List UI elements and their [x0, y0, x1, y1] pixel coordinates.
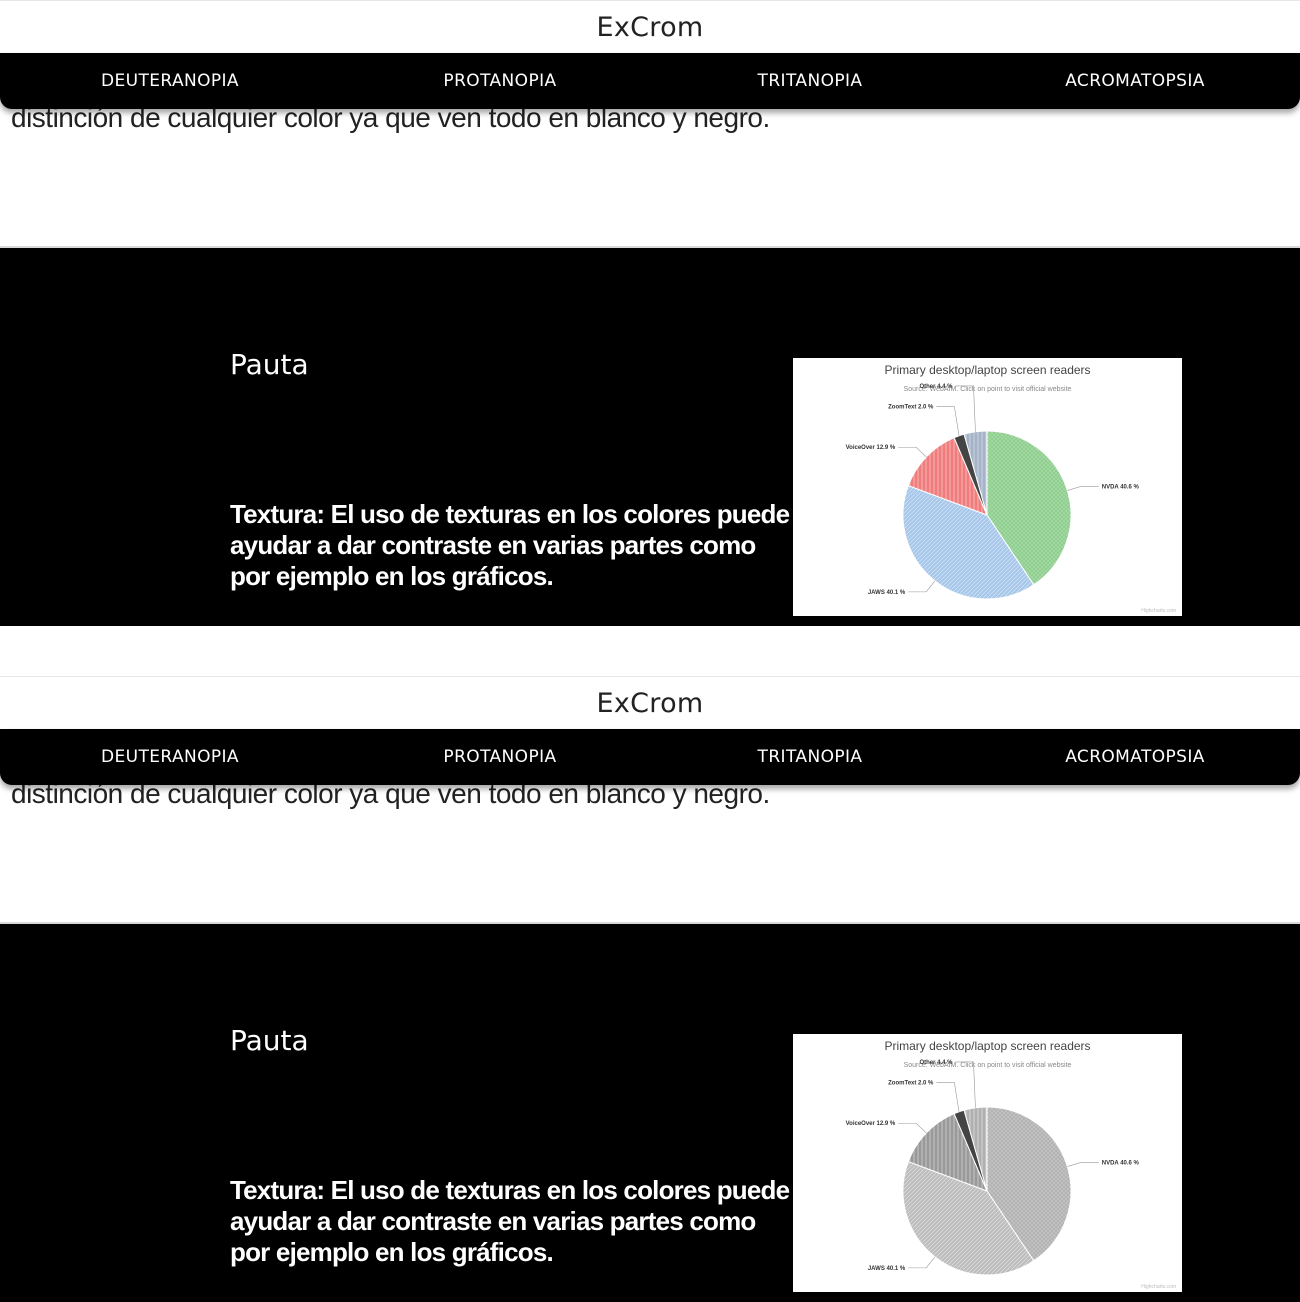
- pie-data-label: NVDA 40.6 %: [1102, 1160, 1140, 1166]
- pie-connector: [1067, 1162, 1099, 1167]
- pie-connector: [898, 446, 927, 458]
- guideline-section: Pauta Textura: El uso de texturas en los…: [0, 246, 1300, 626]
- nav-item-deuteranopia[interactable]: DEUTERANOPIA: [101, 71, 239, 91]
- screenshot-gap: [0, 626, 1300, 676]
- site-header: ExCrom: [0, 676, 1300, 729]
- pie-connector: [1067, 486, 1099, 491]
- main-nav: DEUTERANOPIA PROTANOPIA TRITANOPIA ACROM…: [0, 729, 1300, 785]
- chart-credit[interactable]: Highcharts.com: [1141, 608, 1176, 614]
- pie-slice-other[interactable]: [963, 1106, 988, 1192]
- chart-credit[interactable]: Highcharts.com: [1141, 1284, 1176, 1290]
- pie-connector: [955, 1061, 976, 1108]
- pie-connector: [936, 1082, 960, 1112]
- nav-item-tritanopia[interactable]: TRITANOPIA: [757, 747, 863, 767]
- screenshot-color: ExCrom DEUTERANOPIA PROTANOPIA TRITANOPI…: [0, 0, 1300, 626]
- pie-connector: [955, 385, 976, 432]
- nav-item-protanopia[interactable]: PROTANOPIA: [443, 747, 557, 767]
- pie-data-label: JAWS 40.1 %: [868, 1266, 906, 1272]
- brand-logo[interactable]: ExCrom: [596, 11, 704, 43]
- chart-subtitle: Source: WebAIM. Click on point to visit …: [904, 1062, 1072, 1069]
- nav-item-tritanopia[interactable]: TRITANOPIA: [757, 71, 863, 91]
- pie-data-label: ZoomText 2.0 %: [888, 405, 934, 411]
- pie-connector: [898, 1122, 927, 1134]
- nav-item-acromatopsia[interactable]: ACROMATOPSIA: [1065, 71, 1205, 91]
- pie-slice-nvda[interactable]: [986, 1106, 1072, 1262]
- screenshot-grayscale: ExCrom DEUTERANOPIA PROTANOPIA TRITANOPI…: [0, 676, 1300, 1302]
- pie-data-label: NVDA 40.6 %: [1102, 484, 1140, 490]
- nav-item-deuteranopia[interactable]: DEUTERANOPIA: [101, 747, 239, 767]
- section-title: Pauta: [230, 348, 309, 381]
- pie-slice-other[interactable]: [963, 430, 988, 516]
- chart-title: Primary desktop/laptop screen readers: [884, 363, 1090, 377]
- pie-chart-card[interactable]: Primary desktop/laptop screen readers Sou…: [793, 1034, 1182, 1292]
- section-text: Textura: El uso de texturas en los color…: [230, 1175, 790, 1267]
- pie-chart: Primary desktop/laptop screen readers Sou…: [846, 363, 1176, 614]
- pie-data-label: VoiceOver 12.9 %: [846, 1121, 896, 1127]
- nav-item-acromatopsia[interactable]: ACROMATOPSIA: [1065, 747, 1205, 767]
- pie-slice-nvda[interactable]: [986, 430, 1072, 586]
- section-text: Textura: El uso de texturas en los color…: [230, 499, 790, 591]
- guideline-section: Pauta Textura: El uso de texturas en los…: [0, 922, 1300, 1302]
- main-nav: DEUTERANOPIA PROTANOPIA TRITANOPIA ACROM…: [0, 53, 1300, 109]
- pie-chart: Primary desktop/laptop screen readers Sou…: [846, 1039, 1176, 1290]
- pie-slice-voiceover[interactable]: [907, 1113, 988, 1192]
- nav-item-protanopia[interactable]: PROTANOPIA: [443, 71, 557, 91]
- pie-data-label: JAWS 40.1 %: [868, 590, 906, 596]
- pie-data-label: Other 4.4 %: [919, 384, 953, 390]
- pie-data-label: Other 4.4 %: [919, 1060, 953, 1066]
- brand-logo[interactable]: ExCrom: [596, 687, 704, 719]
- pie-slice-voiceover[interactable]: [907, 437, 988, 516]
- pie-connector: [908, 1256, 936, 1269]
- section-title: Pauta: [230, 1024, 309, 1057]
- pie-connector: [908, 580, 936, 593]
- pie-connector: [936, 406, 960, 436]
- pie-data-label: ZoomText 2.0 %: [888, 1081, 934, 1087]
- chart-title: Primary desktop/laptop screen readers: [884, 1039, 1090, 1053]
- pie-data-label: VoiceOver 12.9 %: [846, 445, 896, 451]
- pie-chart-card[interactable]: Primary desktop/laptop screen readers Sou…: [793, 358, 1182, 616]
- chart-subtitle: Source: WebAIM. Click on point to visit …: [904, 386, 1072, 393]
- site-header: ExCrom: [0, 0, 1300, 53]
